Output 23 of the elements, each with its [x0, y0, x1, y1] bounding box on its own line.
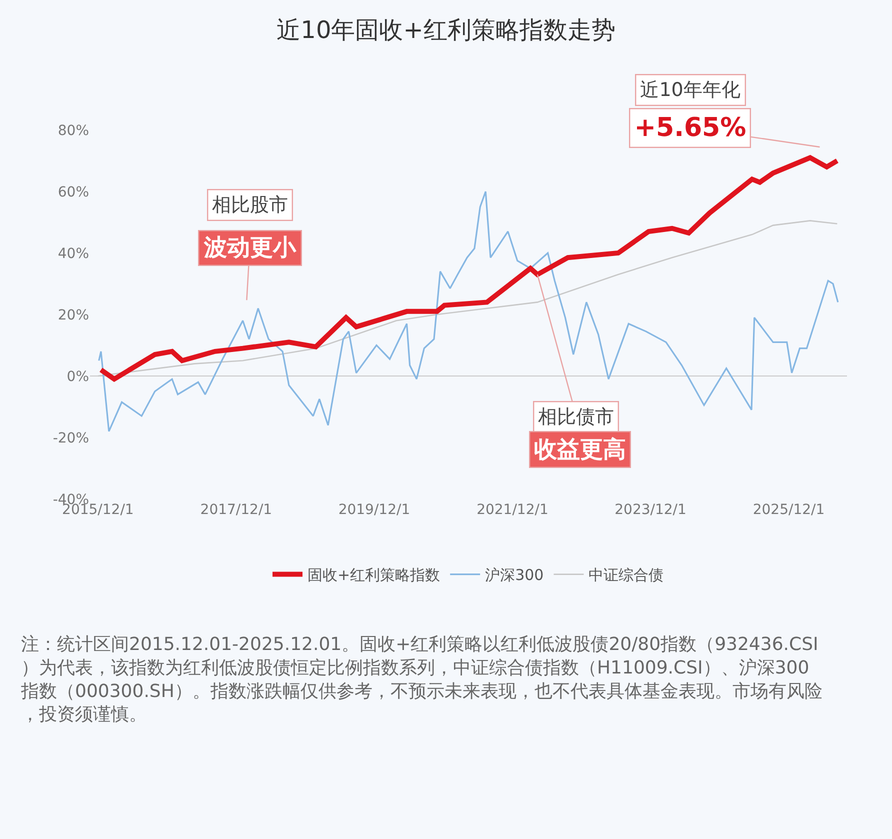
y-tick-label: 60%: [58, 184, 89, 200]
x-tick-label: 2019/12/1: [338, 502, 410, 518]
annotation: 收益更高: [534, 436, 626, 464]
y-tick-label: -20%: [52, 430, 89, 446]
text: 注：统计区间2015.12.01-2025.12.01。固收+红利策略以红利低波股债20/80指数（932436.CSI）为代表，该指数为红利低波股债恒定比例指数系列，中证综合债指数（H11009.CSI）、沪深300指数（000300.SH）。指数涨跌幅仅供参考，不预示未来表现，也不代表具体基金表现。市场有风险，投资须谨慎。: [20, 634, 822, 726]
legend-label: 沪深300: [485, 566, 544, 584]
legend-label: 中证综合债: [588, 566, 664, 584]
text: 近10年年化: [640, 79, 740, 102]
chart-title: 近10年固收+红利策略指数走势: [276, 16, 616, 44]
x-tick-label: 2023/12/1: [614, 502, 686, 518]
x-tick-label: 2025/12/1: [752, 502, 825, 518]
x-tick-label: 2021/12/1: [476, 502, 548, 518]
annotation: 相比股市: [212, 194, 288, 216]
y-tick-label: 20%: [58, 307, 89, 324]
legend-label: 固收+红利策略指数: [308, 566, 440, 584]
y-tick-label: 0%: [66, 368, 89, 385]
annotation: 相比债市: [538, 406, 614, 428]
annotation: +5.65%: [634, 113, 746, 144]
y-tick-label: 80%: [58, 122, 89, 139]
x-tick-label: 2017/12/1: [200, 502, 272, 518]
annotation: 波动更小: [203, 235, 298, 262]
y-tick-label: 40%: [58, 246, 89, 262]
line-series: [98, 190, 839, 432]
